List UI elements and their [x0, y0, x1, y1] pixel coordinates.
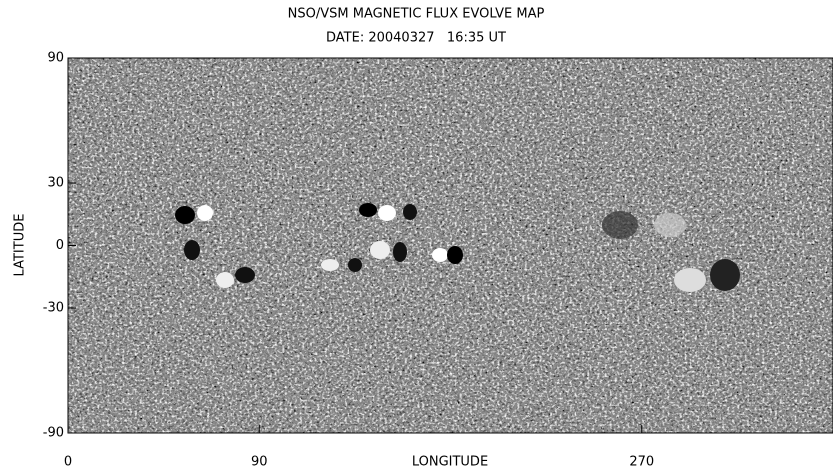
active-regions: [175, 203, 740, 292]
x-tick-label: 270: [629, 455, 654, 470]
y-axis-label: LATITUDE: [13, 214, 28, 277]
y-tick-label: 90: [47, 51, 64, 66]
chart-subtitle: DATE: 20040327 16:35 UT: [326, 31, 506, 46]
y-tick-label: -30: [43, 301, 64, 316]
chart-title: NSO/VSM MAGNETIC FLUX EVOLVE MAP: [288, 7, 545, 22]
x-tick-label: 90: [251, 455, 268, 470]
x-axis-label: LONGITUDE: [412, 455, 488, 470]
flux-map: [68, 58, 833, 433]
y-tick-label: -90: [43, 426, 64, 441]
y-tick-label: 30: [47, 176, 64, 191]
x-tick-label: 0: [64, 455, 72, 470]
map-image: [68, 58, 833, 433]
y-tick-label: 0: [56, 238, 64, 253]
